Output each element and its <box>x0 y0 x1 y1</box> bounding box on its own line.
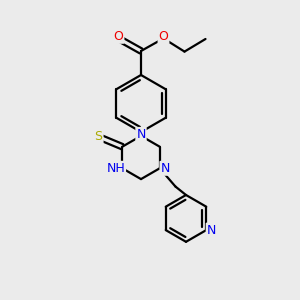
Text: O: O <box>114 30 123 43</box>
Text: N: N <box>160 162 170 175</box>
Text: N: N <box>207 224 216 237</box>
Text: S: S <box>94 130 103 143</box>
Text: N: N <box>136 128 146 141</box>
Text: NH: NH <box>106 162 125 175</box>
Text: O: O <box>159 30 168 43</box>
